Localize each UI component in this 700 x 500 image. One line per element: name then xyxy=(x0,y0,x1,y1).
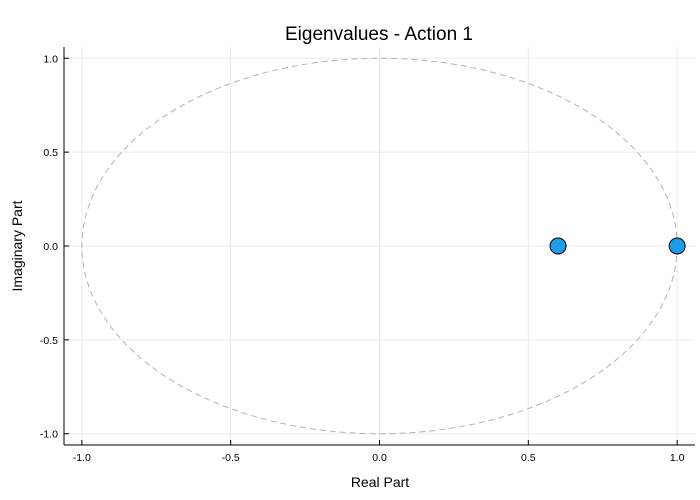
x-tick-label: -0.5 xyxy=(222,452,240,464)
x-tick-label: 0.5 xyxy=(521,452,536,464)
x-axis-label: Real Part xyxy=(351,474,409,490)
y-tick-label: 0.5 xyxy=(43,147,58,159)
x-tick-label: 1.0 xyxy=(670,452,685,464)
y-tick-label: 1.0 xyxy=(43,53,58,65)
data-points xyxy=(549,237,686,255)
x-tick-label: -1.0 xyxy=(73,452,91,464)
eigenvalue-point xyxy=(549,237,567,255)
y-tick-label: 0.0 xyxy=(43,241,58,253)
tick-layer: -1.0 -0.5 0.0 0.5 1.0 -1.0 -0.5 0.0 0.5 1.0 xyxy=(40,53,685,464)
y-tick-label: -1.0 xyxy=(40,429,58,441)
chart-title: Eigenvalues - Action 1 xyxy=(285,24,473,45)
y-axis-label: Imaginary Part xyxy=(9,200,25,291)
eigenvalue-point xyxy=(668,237,686,255)
x-tick-label: 0.0 xyxy=(372,452,387,464)
y-tick-label: -0.5 xyxy=(40,335,58,347)
